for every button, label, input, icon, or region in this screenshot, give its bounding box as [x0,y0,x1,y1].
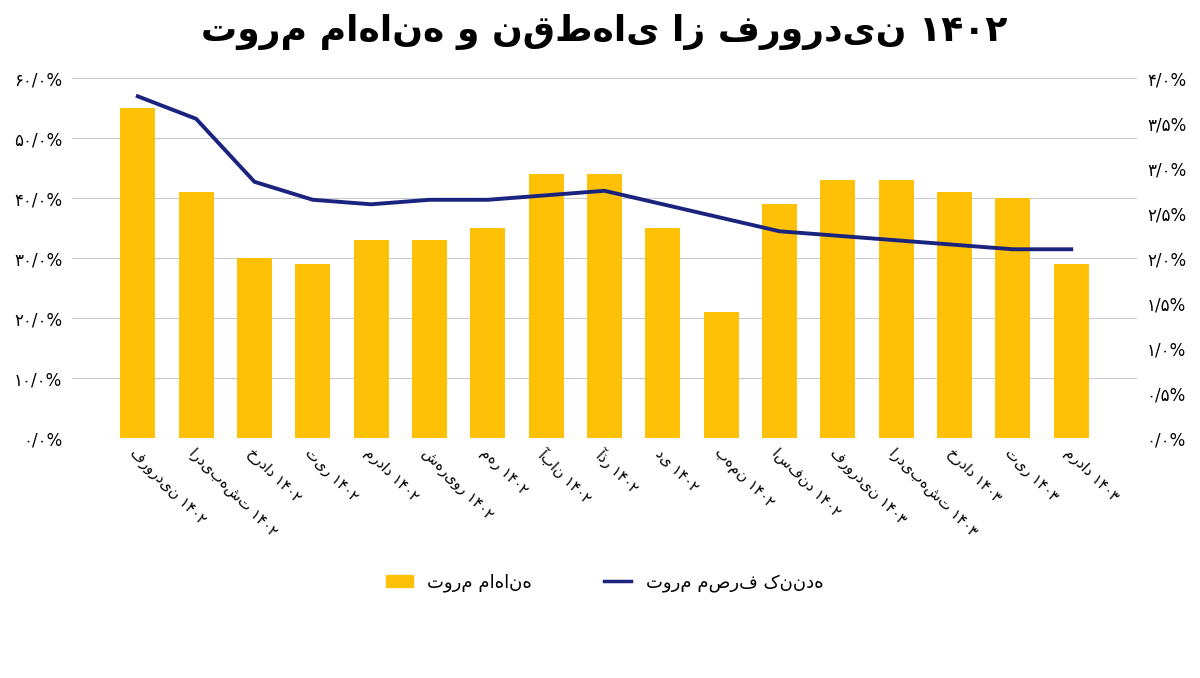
Bar [646,228,680,438]
Legend: تورم ماهانه, تورم مصرف کننده: تورم ماهانه, تورم مصرف کننده [378,566,830,599]
Bar [354,240,389,438]
Bar [762,204,797,438]
Bar [821,180,856,438]
Bar [587,174,622,438]
Bar [295,264,330,438]
Bar [878,180,913,438]
Bar [120,108,155,438]
Bar [179,193,214,438]
Bar [703,313,739,438]
Bar [236,258,272,438]
Bar [412,240,446,438]
Bar [529,174,564,438]
Bar [1054,264,1088,438]
Title: تورم ماهانه و نقطه‌ای از فروردین ۱۴۰۲: تورم ماهانه و نقطه‌ای از فروردین ۱۴۰۲ [202,14,1008,50]
Bar [937,193,972,438]
Bar [470,228,505,438]
Bar [995,198,1031,438]
